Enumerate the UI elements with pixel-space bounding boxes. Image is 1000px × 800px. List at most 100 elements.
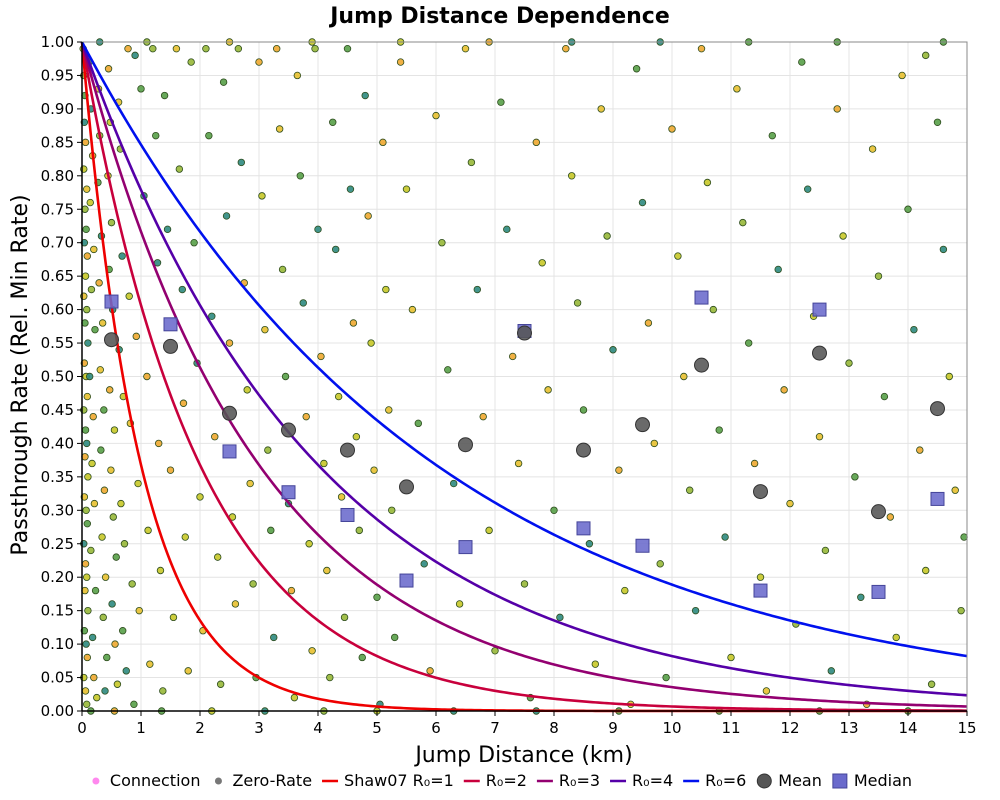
median-marker <box>694 290 709 305</box>
scatter-point <box>491 647 499 655</box>
x-tick-label: 0 <box>77 719 87 737</box>
scatter-point <box>91 586 100 595</box>
scatter-point <box>343 44 352 53</box>
scatter-point <box>473 285 481 294</box>
mean-median-markers <box>104 290 945 599</box>
scatter-point <box>857 593 865 601</box>
y-tick-label: 0.70 <box>41 234 74 252</box>
scatter-point <box>538 259 546 267</box>
scatter-point <box>281 372 290 381</box>
scatter-point <box>231 600 240 608</box>
scatter-point <box>727 653 735 662</box>
median-marker <box>104 294 119 309</box>
scatter-point <box>450 479 458 488</box>
scatter-point <box>99 613 107 622</box>
mean-marker <box>163 338 178 354</box>
legend-label: Median <box>854 771 912 790</box>
scatter-point <box>267 526 275 535</box>
scatter-point <box>851 473 859 481</box>
scatter-point <box>562 44 570 53</box>
scatter-point <box>98 533 106 541</box>
scatter-point <box>668 125 676 133</box>
scatter-point <box>96 366 104 374</box>
legend: Connection Zero-Rate Shaw07 R₀=1 R₀=2 R₀=3 R₀… <box>92 771 912 790</box>
y-tick-label: 0.05 <box>41 669 74 687</box>
legend-median-symbol <box>832 773 848 789</box>
scatter-point <box>845 359 853 367</box>
scatter-point <box>388 506 396 514</box>
scatter-point <box>367 339 375 347</box>
scatter-point <box>117 499 125 508</box>
scatter-point <box>243 386 251 394</box>
scatter-point <box>152 131 160 140</box>
scatter-point <box>444 366 452 374</box>
scatter-point <box>886 513 894 521</box>
scatter-point <box>225 339 234 347</box>
scatter-point <box>815 433 824 441</box>
scatter-point <box>804 185 812 193</box>
scatter-point <box>703 178 712 187</box>
scatter-point <box>275 125 284 133</box>
scatter-point <box>258 192 266 200</box>
scatter-point <box>874 272 883 280</box>
scatter-point <box>358 653 366 662</box>
mean-marker <box>812 345 827 361</box>
scatter-point <box>514 459 523 468</box>
scatter-point <box>337 493 346 501</box>
scatter-point <box>326 673 334 682</box>
scatter-point <box>379 138 387 147</box>
scatter-point <box>131 51 139 60</box>
scatter-point <box>88 633 97 642</box>
scatter-point <box>97 446 105 454</box>
scatter-point <box>154 439 163 448</box>
scatter-point <box>340 613 349 622</box>
x-tick-label: 7 <box>490 719 500 737</box>
median-marker <box>163 317 178 332</box>
y-axis-label: Passthrough Rate (Rel. Min Rate) <box>8 194 33 555</box>
x-tick-label: 10 <box>662 719 681 737</box>
scatter-point <box>86 198 94 207</box>
x-tick-label: 2 <box>195 719 205 737</box>
y-tick-label: 0.75 <box>41 200 74 218</box>
x-tick-label: 14 <box>898 719 917 737</box>
scatter-point <box>951 486 959 494</box>
scatter-point <box>485 526 493 535</box>
scatter-point <box>125 292 133 300</box>
scatter-point <box>609 346 617 354</box>
scatter-point <box>237 158 245 167</box>
scatter-point <box>296 172 304 180</box>
scatter-point <box>137 85 145 93</box>
y-tick-label: 0.30 <box>41 501 74 519</box>
scatter-point <box>134 479 142 488</box>
scatter-point <box>373 593 381 601</box>
scatter-point <box>352 433 361 441</box>
scatter-point <box>101 573 110 581</box>
scatter-point <box>83 392 92 401</box>
scatter-point <box>957 606 965 615</box>
y-tick-label: 0.35 <box>41 468 74 486</box>
median-marker <box>222 444 237 459</box>
scatter-point <box>83 700 91 709</box>
scatter-point <box>317 352 325 361</box>
mean-marker <box>281 422 296 438</box>
scatter-point <box>190 238 198 247</box>
scatter-point <box>320 459 328 468</box>
scatter-point <box>573 299 582 307</box>
scatter-point <box>839 232 847 240</box>
scatter-point <box>621 586 629 595</box>
scatter-point <box>163 225 172 234</box>
median-marker <box>753 583 768 598</box>
scatter-point <box>205 131 213 140</box>
median-marker <box>281 485 296 500</box>
y-tick-label: 0.55 <box>41 334 74 352</box>
scatter-point <box>219 78 228 86</box>
scatter-point <box>104 65 113 73</box>
scatter-point <box>332 245 340 254</box>
scatter-point <box>691 606 700 615</box>
median-marker <box>930 491 945 506</box>
legend-label: R₀=2 <box>486 771 527 790</box>
scatter-point <box>107 218 116 227</box>
scatter-point <box>84 473 92 481</box>
scatter-point <box>83 519 92 528</box>
scatter-point <box>674 252 682 260</box>
